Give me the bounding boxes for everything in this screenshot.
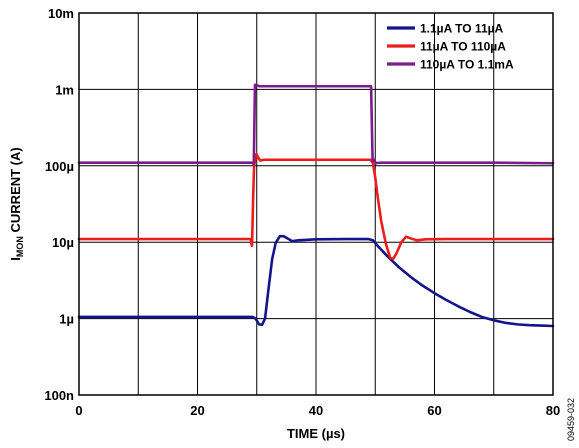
plot-frame	[78, 12, 554, 396]
x-tick-label: 40	[309, 403, 323, 418]
x-tick-label: 0	[75, 403, 82, 418]
series-line-1	[77, 234, 555, 328]
y-tick-label: 1µ	[59, 312, 74, 327]
legend: 1.1µA TO 11µA 11µA TO 110µA 110µA TO 1.1mA	[387, 22, 514, 72]
y-axis-title-rest: CURRENT (A)	[8, 147, 23, 236]
x-tick-label: 20	[190, 403, 204, 418]
y-tick-label: 100n	[44, 388, 74, 403]
grid	[78, 12, 554, 396]
y-tick-label: 1m	[55, 82, 74, 97]
x-tick-label: 60	[427, 403, 441, 418]
y-tick-label: 10m	[48, 6, 74, 21]
legend-label: 11µA TO 110µA	[420, 40, 506, 54]
y-axis-title-subscript: MON	[15, 236, 25, 257]
y-tick-label: 10µ	[52, 235, 74, 250]
figure-id: 09459-032	[566, 398, 576, 441]
y-axis-title-main: I	[8, 257, 23, 261]
series-line-2	[77, 152, 555, 261]
legend-label: 110µA TO 1.1mA	[420, 58, 514, 72]
x-axis-title: TIME (µs)	[287, 426, 345, 441]
y-axis-title: IMON CURRENT (A)	[8, 147, 25, 260]
series-line-3	[77, 83, 555, 166]
y-tick-label: 100µ	[45, 159, 74, 174]
tick-labels: 0 20 40 60 80 100n 1µ 10µ 100µ 1m 10m	[44, 6, 560, 418]
series-lines	[77, 83, 555, 328]
x-tick-label: 80	[546, 403, 560, 418]
legend-label: 1.1µA TO 11µA	[420, 22, 504, 36]
